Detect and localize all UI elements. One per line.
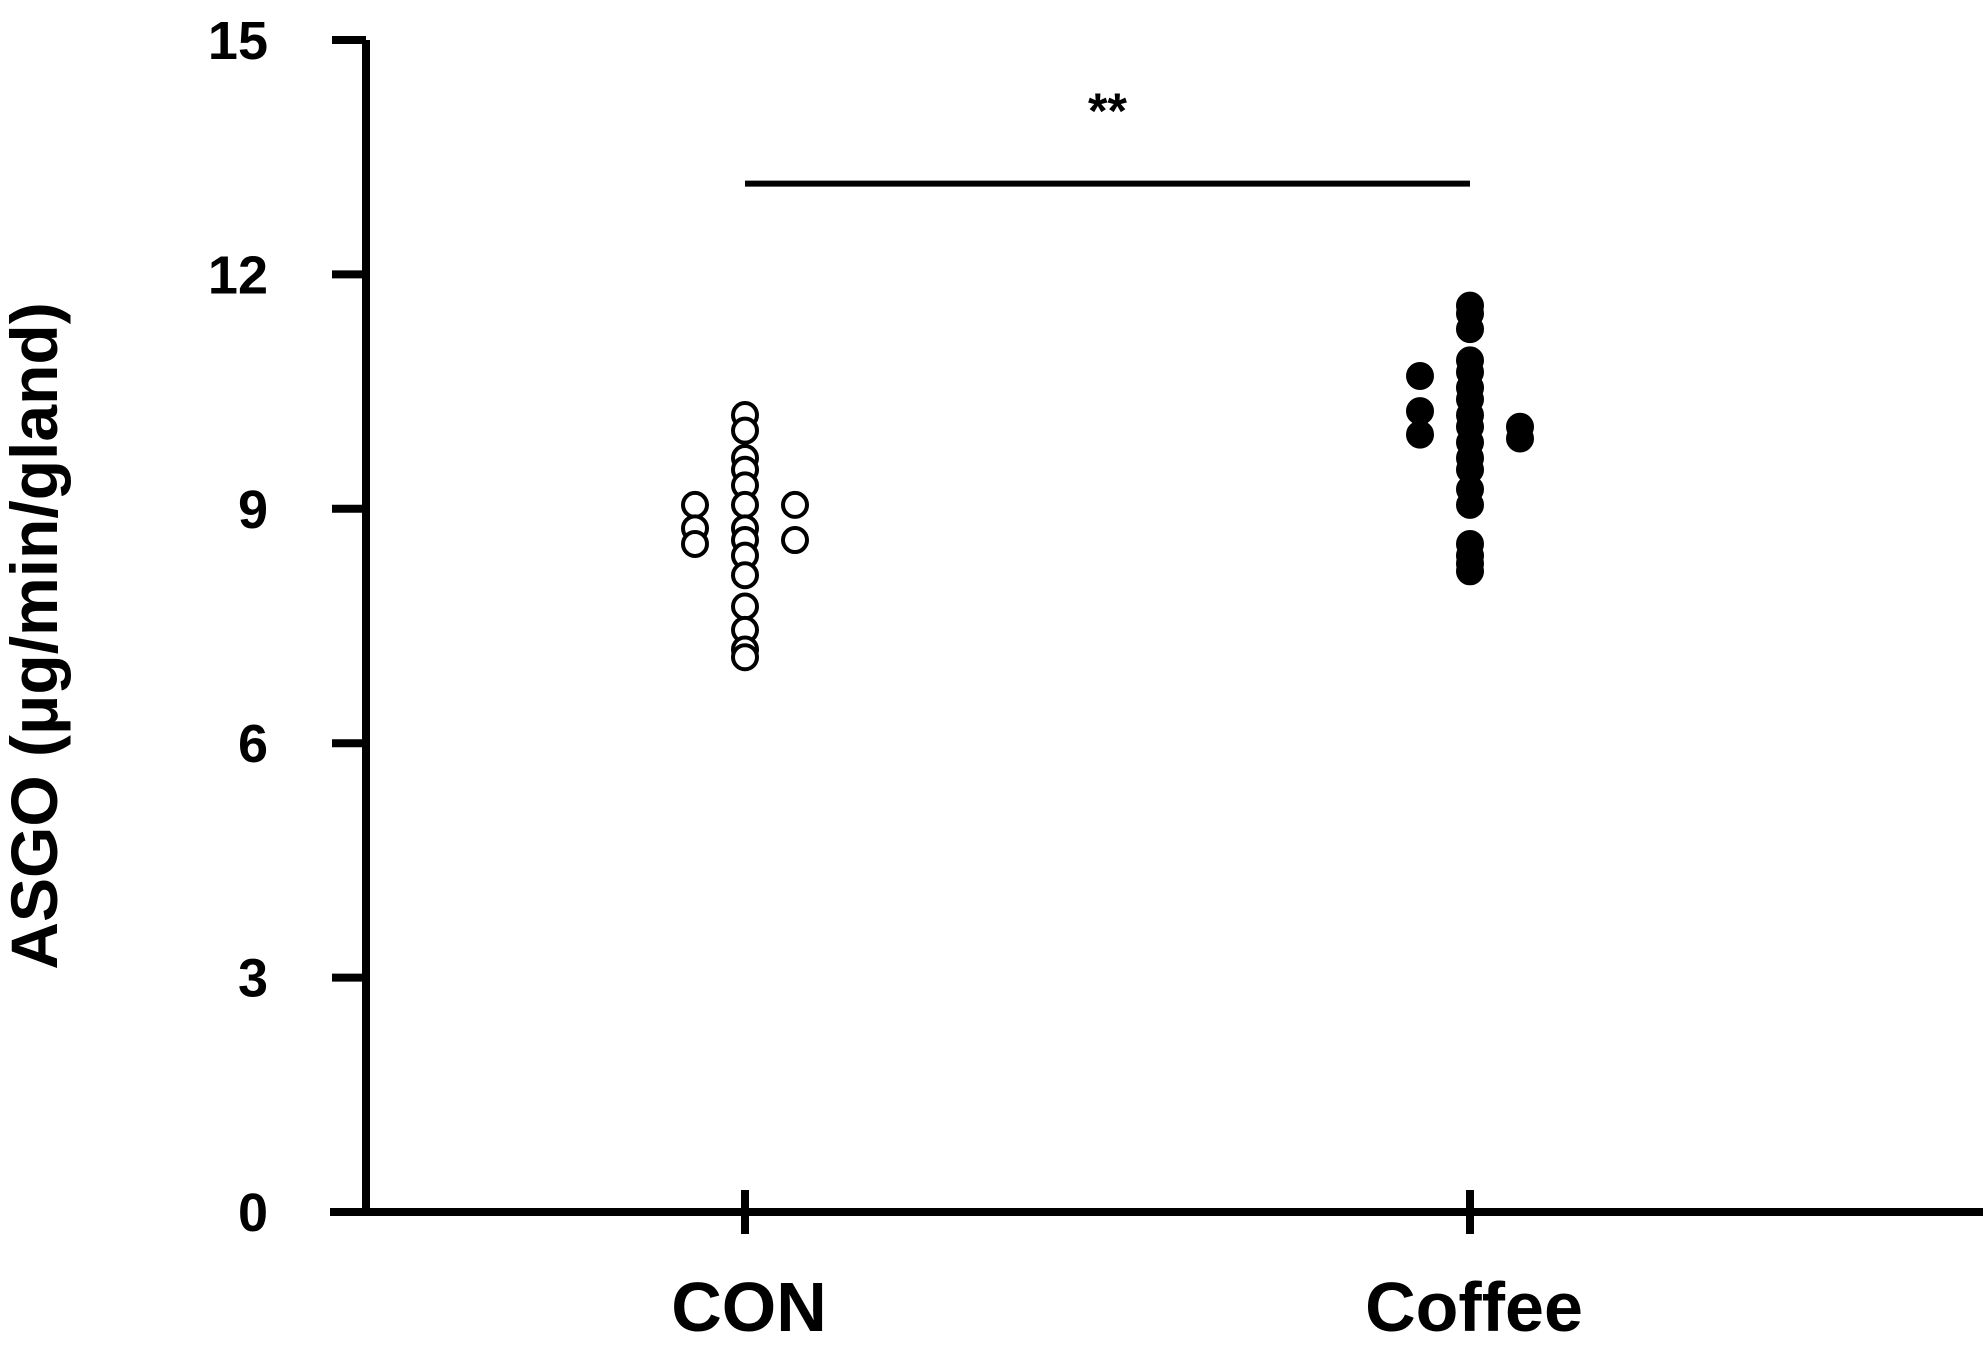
con-point-6 [681,490,709,519]
con-point-1 [731,416,759,445]
x-tick-label-0: CON [671,1268,827,1346]
y-tick-label-5: 15 [208,11,268,71]
axes [330,40,1983,1216]
con-point-15 [731,592,759,621]
con-point-11 [681,529,709,558]
x-tick-label-1: Coffee [1365,1268,1583,1346]
y-tick-label-1: 3 [238,949,268,1009]
con-point-7 [781,490,809,519]
y-tick-label-2: 6 [238,714,268,774]
coffee-point-5 [1406,361,1434,390]
coffee-point-22 [1456,557,1484,586]
data-points [681,291,1534,672]
coffee-point-2 [1456,315,1484,344]
y-tick-label-0: 0 [238,1183,268,1243]
y-tick-label-4: 12 [208,245,268,305]
con-point-14 [731,561,759,590]
con-point-5 [731,490,759,519]
coffee-point-13 [1506,424,1534,453]
x-ticks: CON Coffee [671,1190,1583,1346]
significance-label-0: ** [1088,83,1127,139]
con-point-12 [781,526,809,555]
coffee-point-12 [1406,420,1434,449]
y-tick-label-3: 9 [238,480,268,540]
annotations: ** [745,83,1470,187]
y-ticks: 0 3 6 9 12 15 [208,11,366,1243]
con-point-18 [731,643,759,672]
coffee-point-18 [1456,490,1484,519]
y-axis-title: ASGO (μg/min/gland) [0,302,71,969]
coffee-point-8 [1406,397,1434,426]
